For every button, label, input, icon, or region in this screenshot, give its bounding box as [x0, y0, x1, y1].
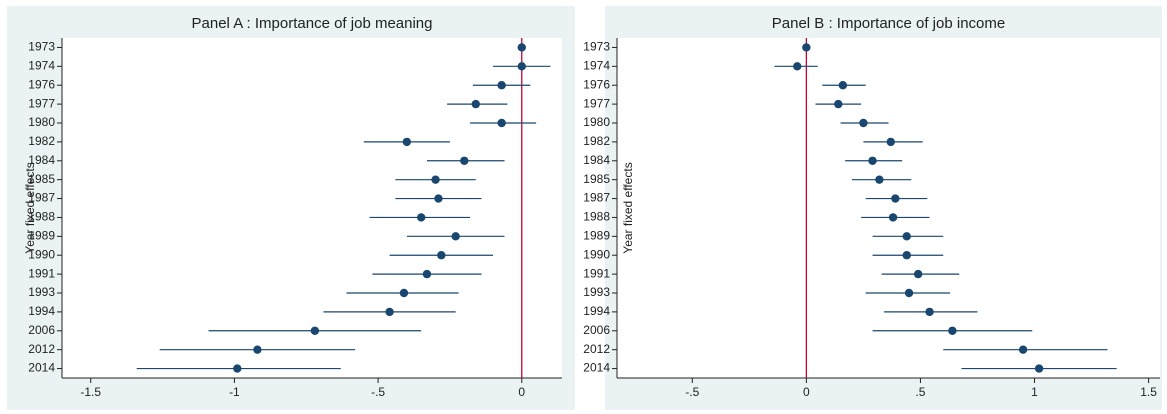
- estimate-point: [834, 99, 843, 109]
- estimate-point: [838, 81, 848, 90]
- x-tick-label: -.5: [371, 385, 385, 399]
- estimate-point: [517, 43, 526, 52]
- estimate-point: [422, 269, 432, 279]
- x-tick-label: -1.5: [80, 385, 101, 399]
- estimate-point: [1034, 364, 1044, 373]
- estimate-point: [891, 194, 900, 203]
- y-tick-label: 1985: [28, 172, 55, 186]
- y-tick-label: 1982: [583, 134, 610, 148]
- y-tick-label: 1993: [583, 285, 610, 299]
- x-tick-label: 1: [1031, 385, 1038, 399]
- y-tick-label: 2014: [583, 361, 610, 375]
- estimate-point: [385, 307, 394, 317]
- y-tick-label: 1982: [28, 134, 55, 148]
- y-tick-label: 2014: [28, 361, 55, 375]
- estimate-point: [868, 156, 877, 165]
- estimate-point: [431, 175, 440, 184]
- estimate-point: [802, 43, 811, 52]
- y-tick-label: 1989: [583, 229, 610, 243]
- y-tick-label: 1980: [583, 115, 610, 129]
- y-tick-label: 1987: [28, 191, 55, 205]
- y-tick-label: 1984: [583, 153, 610, 167]
- y-tick-label: 1987: [583, 191, 610, 205]
- plot-area: [617, 38, 1160, 378]
- x-tick-label: 1.5: [1140, 385, 1157, 399]
- estimate-point: [437, 251, 446, 260]
- y-tick-label: 1994: [28, 304, 55, 318]
- y-tick-label: 1989: [28, 229, 55, 243]
- y-tick-label: 1988: [583, 210, 610, 224]
- estimate-point: [888, 213, 898, 222]
- y-axis-label: Year fixed effects: [23, 162, 37, 253]
- y-tick-label: 1976: [583, 77, 610, 91]
- y-tick-label: 1977: [28, 96, 55, 110]
- x-tick-label: -.5: [685, 385, 699, 399]
- y-tick-label: 1973: [583, 40, 610, 54]
- estimate-point: [948, 326, 957, 335]
- estimate-point: [310, 326, 320, 335]
- y-tick-label: 1977: [583, 96, 610, 110]
- y-tick-label: 1994: [583, 304, 610, 318]
- estimate-point: [904, 288, 914, 298]
- estimate-point: [253, 345, 262, 354]
- x-tick-label: -1: [229, 385, 240, 399]
- y-tick-label: 2006: [28, 323, 55, 337]
- y-tick-label: 2006: [583, 323, 610, 337]
- estimate-point: [497, 118, 506, 128]
- estimate-point: [913, 269, 923, 279]
- x-tick-label: 0: [803, 385, 810, 399]
- estimate-point: [471, 99, 480, 109]
- plot-area: [62, 38, 562, 378]
- estimate-point: [416, 213, 426, 222]
- y-tick-label: 1984: [28, 153, 55, 167]
- estimate-point: [875, 175, 884, 184]
- estimate-point: [451, 232, 460, 241]
- chart-title: Panel A : Importance of job meaning: [192, 15, 433, 32]
- y-tick-label: 1974: [28, 59, 55, 73]
- x-tick-label: 0: [518, 385, 525, 399]
- y-tick-label: 1974: [583, 59, 610, 73]
- estimate-point: [886, 137, 895, 147]
- estimate-point: [399, 288, 409, 298]
- y-tick-label: 1976: [28, 77, 55, 91]
- y-tick-label: 1991: [583, 266, 610, 280]
- estimate-point: [902, 232, 911, 241]
- estimate-point: [233, 364, 242, 373]
- y-tick-label: 2012: [583, 342, 610, 356]
- y-tick-label: 1985: [583, 172, 610, 186]
- x-tick-label: .5: [915, 385, 925, 399]
- estimate-point: [859, 118, 868, 128]
- estimate-point: [434, 194, 443, 203]
- y-tick-label: 1973: [28, 40, 55, 54]
- estimate-point: [497, 81, 506, 90]
- y-tick-label: 1988: [28, 210, 55, 224]
- estimate-point: [1018, 345, 1028, 354]
- y-tick-label: 2012: [28, 342, 55, 356]
- y-tick-label: 1990: [28, 247, 55, 261]
- estimate-point: [517, 62, 526, 71]
- y-tick-label: 1993: [28, 285, 55, 299]
- estimate-point: [402, 137, 412, 147]
- y-tick-label: 1980: [28, 115, 55, 129]
- estimate-point: [925, 307, 934, 317]
- y-axis-label: Year fixed effects: [621, 162, 635, 253]
- chart-title: Panel B : Importance of job income: [772, 15, 1005, 32]
- y-tick-label: 1991: [28, 266, 55, 280]
- estimate-point: [902, 251, 911, 260]
- y-tick-label: 1990: [583, 247, 610, 261]
- estimate-point: [460, 156, 469, 165]
- estimate-point: [793, 62, 802, 71]
